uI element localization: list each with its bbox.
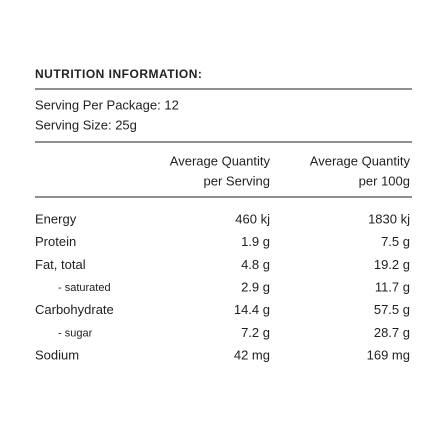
per-serving: 14.4 g [234, 302, 270, 317]
per-serving: 4.8 g [241, 257, 270, 272]
column-header: per 100g [359, 173, 410, 188]
panel-title: NUTRITION INFORMATION: [35, 67, 202, 81]
column-header: Average Quantity [170, 153, 271, 168]
per-100g: 19.2 g [374, 257, 410, 272]
column-header: per Serving [204, 173, 270, 188]
nutrient-name: Protein [35, 234, 76, 249]
per-100g: 1830 kj [368, 211, 410, 226]
per-serving: 2.9 g [241, 280, 270, 295]
per-100g: 57.5 g [374, 302, 410, 317]
nutrient-name: Carbohydrate [35, 302, 114, 317]
per-serving: 460 kj [235, 211, 270, 226]
nutrient-name: - saturated [58, 282, 111, 294]
serving-info: Serving Per Package: 12 [35, 97, 179, 112]
column-header: Average Quantity [310, 153, 411, 168]
per-serving: 7.2 g [241, 325, 270, 340]
per-100g: 7.5 g [381, 234, 410, 249]
per-100g: 28.7 g [374, 325, 410, 340]
nutrient-name: Energy [35, 211, 77, 226]
nutrient-name: Fat, total [35, 257, 86, 272]
per-100g: 169 mg [367, 348, 410, 363]
per-serving: 42 mg [234, 348, 270, 363]
per-serving: 1.9 g [241, 234, 270, 249]
nutrient-name: - sugar [58, 327, 93, 339]
nutrient-name: Sodium [35, 348, 79, 363]
serving-info: Serving Size: 25g [35, 117, 137, 132]
per-100g: 11.7 g [375, 280, 410, 295]
